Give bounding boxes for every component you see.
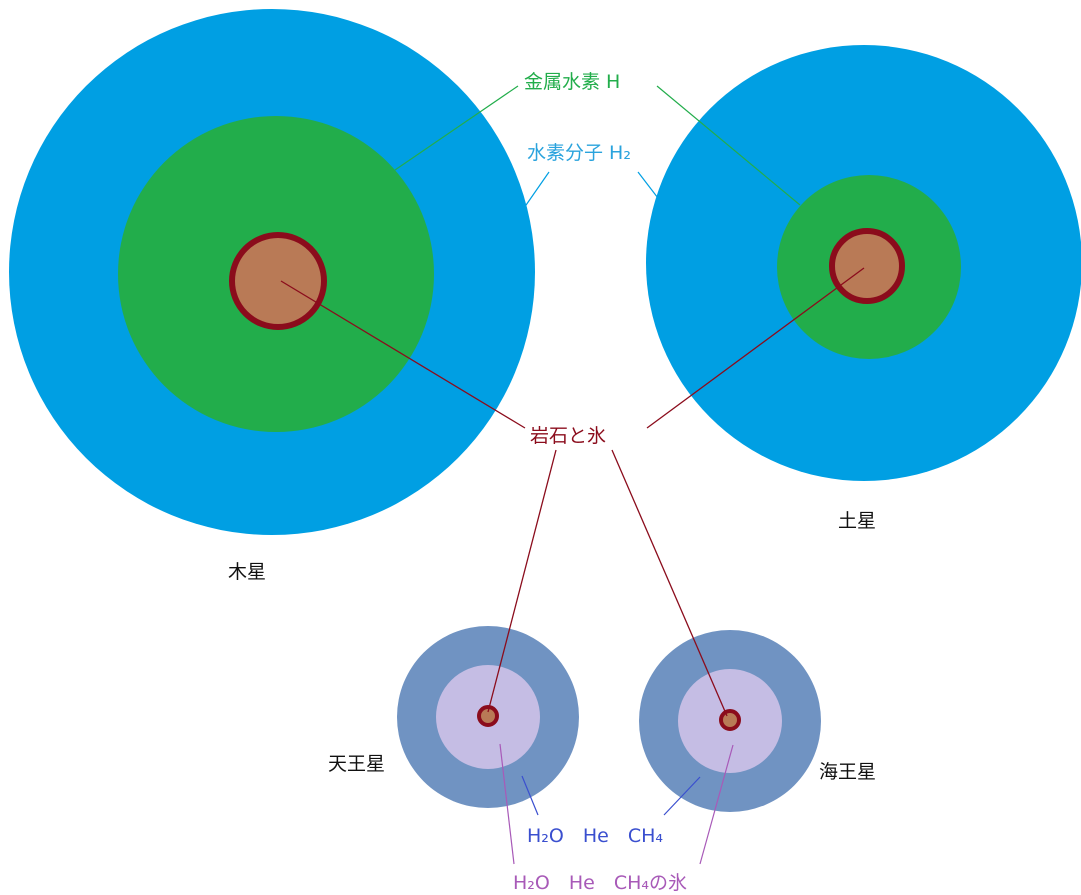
ice-mix-leader-neptune <box>699 744 734 865</box>
metallic-hydrogen-leader-saturn <box>656 85 801 206</box>
molecular-hydrogen-leader-jupiter <box>523 171 550 209</box>
rock-ice-leaders <box>280 267 865 717</box>
metallic-hydrogen-leaders <box>394 85 801 206</box>
jupiter-rock-ice-core <box>229 232 327 330</box>
saturn-rock-ice-core <box>829 228 905 304</box>
neptune-label: 海王星 <box>819 761 876 783</box>
neptune-rock-ice-core <box>719 709 741 731</box>
saturn-planet <box>646 45 1081 481</box>
molecular-hydrogen-leader-saturn <box>637 171 662 203</box>
uranus-planet <box>397 626 579 808</box>
gas-mix-leader-neptune <box>663 776 701 816</box>
ice-mix-leaders <box>499 743 734 865</box>
rock-ice-leader-neptune <box>611 449 728 717</box>
gas-mix-leader-uranus <box>521 775 539 816</box>
uranus-label: 天王星 <box>328 753 385 775</box>
molecular-hydrogen-label: 水素分子 H₂ <box>527 142 631 164</box>
ice-mix-label: H₂O He CH₄の氷 <box>513 872 687 894</box>
neptune-planet <box>639 630 821 812</box>
ice-mix-leader-uranus <box>499 743 515 865</box>
rock-ice-leader-saturn <box>646 267 865 429</box>
molecular-hydrogen-leaders <box>523 171 662 209</box>
gas-mix-label: H₂O He CH₄ <box>527 825 663 847</box>
rock-ice-leader-uranus <box>487 449 557 713</box>
jupiter-label: 木星 <box>228 561 266 583</box>
metallic-hydrogen-label: 金属水素 H <box>524 71 620 93</box>
rock-ice-leader-jupiter <box>280 280 526 429</box>
gas-mix-leaders <box>521 775 701 816</box>
saturn-label: 土星 <box>838 510 876 532</box>
metallic-hydrogen-leader-jupiter <box>394 85 519 171</box>
rock-ice-label: 岩石と氷 <box>530 425 606 447</box>
jupiter-planet <box>9 9 535 535</box>
uranus-rock-ice-core <box>477 705 499 727</box>
